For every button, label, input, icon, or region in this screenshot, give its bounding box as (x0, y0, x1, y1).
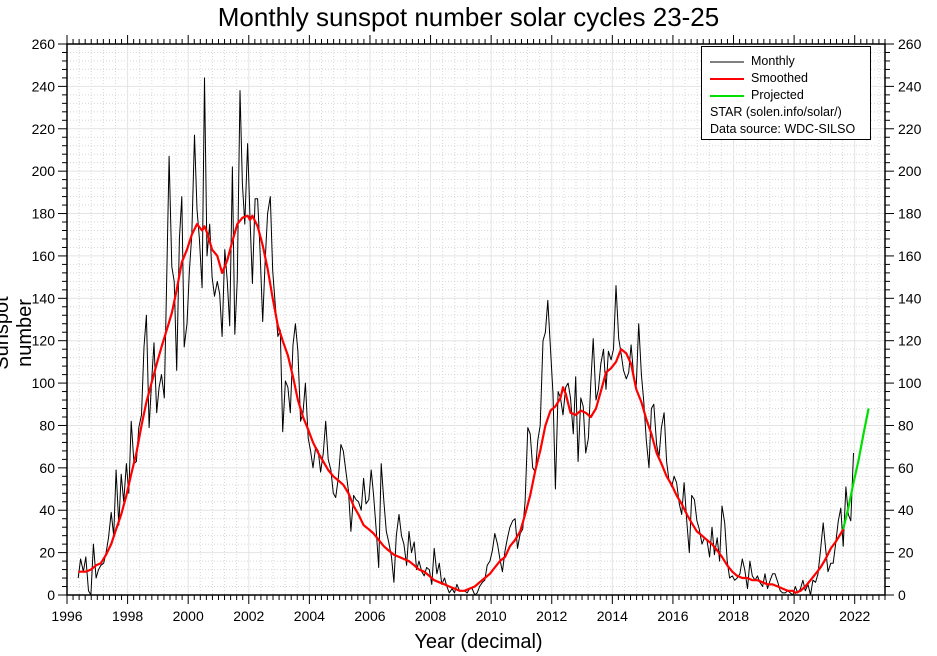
y-tick-label: 260 (32, 36, 56, 52)
legend-swatch-projected (710, 94, 744, 97)
y-tick-label-right: 200 (898, 163, 922, 179)
legend-label: Smoothed (751, 71, 808, 85)
y-tick-label-right: 240 (898, 78, 922, 94)
legend-note-data: Data source: WDC-SILSO (710, 122, 856, 136)
legend-note-source: STAR (solen.info/solar/) (710, 105, 842, 119)
x-tick-label: 2022 (839, 608, 870, 624)
legend-swatch-smoothed (710, 77, 744, 80)
plot-frame (66, 43, 886, 596)
x-tick-label: 2000 (173, 608, 204, 624)
y-tick-label-right: 260 (898, 36, 922, 52)
x-tick-label: 1998 (112, 608, 143, 624)
x-tick-label: 1996 (51, 608, 82, 624)
y-tick-label-right: 100 (898, 375, 922, 391)
y-tick-label-right: 80 (898, 417, 914, 433)
x-tick-label: 2006 (354, 608, 385, 624)
legend-swatch-monthly (710, 60, 744, 63)
x-tick-label: 2018 (718, 608, 749, 624)
y-tick-label-right: 160 (898, 248, 922, 264)
legend-item-monthly: Monthly (710, 53, 795, 69)
y-tick-label: 180 (32, 206, 56, 222)
y-tick-label: 0 (47, 587, 55, 603)
x-tick-label: 2002 (233, 608, 264, 624)
legend: Monthly Smoothed Projected STAR (solen.i… (701, 46, 871, 140)
y-tick-label-right: 140 (898, 290, 922, 306)
y-tick-label: 140 (32, 290, 56, 306)
y-tick-label: 240 (32, 78, 56, 94)
y-tick-label-right: 60 (898, 460, 914, 476)
legend-item-smoothed: Smoothed (710, 70, 808, 86)
x-tick-label: 2004 (294, 608, 325, 624)
series-smoothed (78, 214, 845, 594)
x-axis-label: Year (decimal) (414, 631, 543, 653)
y-tick-label: 200 (32, 163, 56, 179)
x-tick-label: 2012 (536, 608, 567, 624)
y-tick-label: 20 (39, 545, 55, 561)
series-projected (842, 408, 870, 530)
y-tick-label: 80 (39, 417, 55, 433)
y-tick-label-right: 120 (898, 333, 922, 349)
x-tick-label: 2008 (415, 608, 446, 624)
x-tick-label: 2014 (597, 608, 628, 624)
x-tick-label: 2020 (779, 608, 810, 624)
y-tick-label-right: 20 (898, 545, 914, 561)
x-tick-label: 2010 (476, 608, 507, 624)
y-tick-label: 100 (32, 375, 56, 391)
y-tick-label-right: 180 (898, 206, 922, 222)
legend-label: Projected (751, 88, 804, 102)
y-tick-label-right: 40 (898, 502, 914, 518)
legend-item-projected: Projected (710, 87, 804, 103)
series-monthly (77, 77, 854, 596)
y-tick-label: 220 (32, 121, 56, 137)
x-tick-label: 2016 (657, 608, 688, 624)
y-tick-label: 160 (32, 248, 56, 264)
y-tick-label-right: 220 (898, 121, 922, 137)
series-layer (77, 77, 870, 596)
chart-title: Monthly sunspot number solar cycles 23-2… (217, 2, 720, 32)
legend-label: Monthly (751, 54, 795, 68)
y-tick-label: 60 (39, 460, 55, 476)
y-tick-label-right: 0 (898, 587, 906, 603)
y-tick-label: 40 (39, 502, 55, 518)
y-tick-label: 120 (32, 333, 56, 349)
